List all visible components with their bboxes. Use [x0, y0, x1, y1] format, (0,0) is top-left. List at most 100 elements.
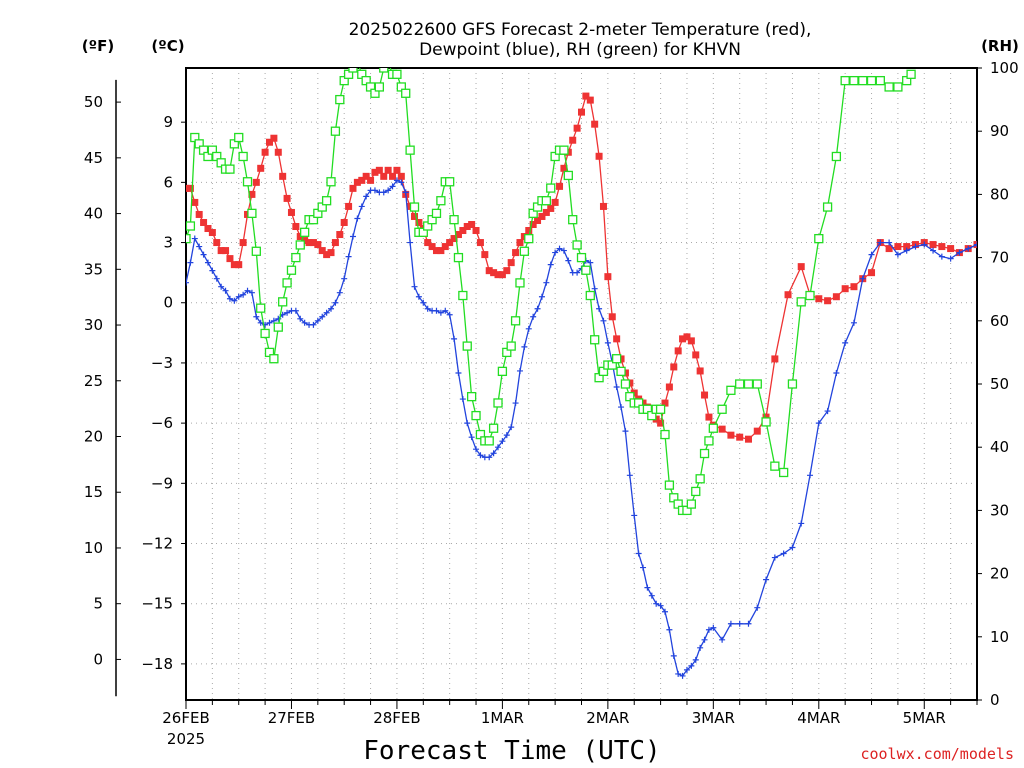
data-point-marker — [538, 293, 545, 300]
data-point-marker — [612, 354, 622, 364]
data-point-marker — [705, 413, 713, 421]
data-point-marker — [256, 303, 266, 313]
data-point-marker — [225, 164, 235, 174]
data-point-marker — [191, 198, 199, 206]
data-point-marker — [314, 241, 322, 249]
celsius-tick-label: 0 — [163, 294, 173, 312]
data-point-marker — [688, 662, 695, 669]
data-point-marker — [815, 420, 822, 427]
data-point-marker — [371, 168, 379, 176]
data-point-marker — [186, 184, 194, 192]
data-point-marker — [235, 293, 242, 300]
data-point-marker — [485, 267, 493, 275]
data-point-marker — [538, 212, 546, 220]
data-point-marker — [274, 148, 282, 156]
data-point-marker — [488, 423, 499, 433]
data-point-marker — [655, 404, 666, 414]
data-point-marker — [657, 602, 664, 609]
data-point-marker — [477, 452, 484, 459]
data-point-marker — [512, 249, 520, 257]
data-point-marker — [239, 239, 247, 247]
data-point-marker — [217, 247, 225, 255]
data-point-marker — [473, 446, 480, 453]
data-point-marker — [363, 193, 370, 200]
data-point-marker — [516, 367, 523, 374]
data-point-marker — [736, 620, 743, 627]
data-point-marker — [393, 177, 400, 184]
data-point-marker — [415, 218, 423, 226]
data-point-marker — [822, 202, 833, 212]
data-point-marker — [402, 189, 409, 196]
data-point-marker — [305, 239, 313, 247]
data-point-marker — [613, 384, 620, 391]
data-point-marker — [323, 251, 331, 259]
data-point-marker — [657, 419, 665, 427]
fahrenheit-tick-label: 20 — [84, 427, 103, 445]
data-point-marker — [515, 278, 525, 288]
data-point-marker — [326, 177, 336, 187]
data-point-marker — [450, 235, 458, 243]
data-point-marker — [459, 227, 467, 235]
data-point-marker — [454, 231, 462, 239]
data-point-marker — [253, 313, 260, 320]
data-point-marker — [490, 269, 498, 277]
data-point-marker — [727, 620, 734, 627]
chart-title: 2025022600 GFS Forecast 2-meter Temperat… — [349, 20, 812, 60]
data-point-marker — [620, 379, 631, 389]
data-point-marker — [705, 626, 712, 633]
data-point-marker — [666, 626, 673, 633]
data-point-marker — [299, 227, 310, 237]
data-point-marker — [458, 290, 468, 301]
data-point-marker — [665, 383, 673, 391]
data-point-marker — [578, 108, 585, 116]
fahrenheit-tick-label: 5 — [93, 595, 103, 613]
series-dewpoint — [186, 177, 977, 679]
fahrenheit-tick-label: 35 — [84, 260, 103, 278]
data-point-marker — [727, 431, 735, 439]
data-point-marker — [345, 202, 353, 210]
data-point-marker — [240, 291, 247, 298]
data-point-marker — [717, 404, 727, 414]
celsius-tick-label: −12 — [141, 535, 173, 553]
data-point-marker — [859, 275, 866, 282]
data-point-marker — [718, 425, 726, 433]
data-point-marker — [468, 434, 475, 441]
data-point-marker — [208, 229, 216, 237]
data-point-marker — [893, 82, 903, 92]
data-point-marker — [616, 366, 626, 377]
data-point-marker — [484, 436, 494, 446]
data-point-marker — [525, 227, 533, 235]
data-point-marker — [660, 429, 670, 440]
data-point-marker — [778, 467, 789, 478]
data-point-marker — [248, 190, 256, 198]
data-point-marker — [850, 319, 857, 326]
data-point-marker — [186, 279, 189, 286]
data-point-marker — [771, 355, 779, 363]
data-point-marker — [374, 82, 385, 92]
data-point-marker — [591, 285, 598, 292]
data-point-marker — [604, 339, 611, 346]
celsius-tick-label: 3 — [163, 234, 173, 252]
data-point-marker — [807, 472, 814, 479]
x-tick-label: 2MAR — [586, 709, 629, 727]
data-point-marker — [310, 321, 317, 328]
data-point-marker — [472, 227, 480, 235]
data-point-marker — [556, 245, 563, 252]
data-point-marker — [335, 94, 345, 105]
data-point-marker — [604, 273, 612, 281]
data-point-marker — [784, 291, 792, 299]
data-point-marker — [726, 385, 736, 395]
fahrenheit-tick-label: 45 — [84, 149, 103, 167]
data-point-marker — [534, 305, 541, 312]
x-tick-label: 26FEB — [162, 709, 209, 727]
data-point-marker — [719, 636, 726, 643]
data-point-marker — [587, 259, 594, 266]
data-point-marker — [495, 444, 502, 451]
data-point-marker — [710, 624, 717, 631]
data-point-marker — [735, 379, 745, 389]
data-point-marker — [252, 178, 260, 186]
data-point-marker — [389, 183, 396, 190]
data-point-marker — [858, 75, 868, 86]
data-point-marker — [640, 564, 647, 571]
